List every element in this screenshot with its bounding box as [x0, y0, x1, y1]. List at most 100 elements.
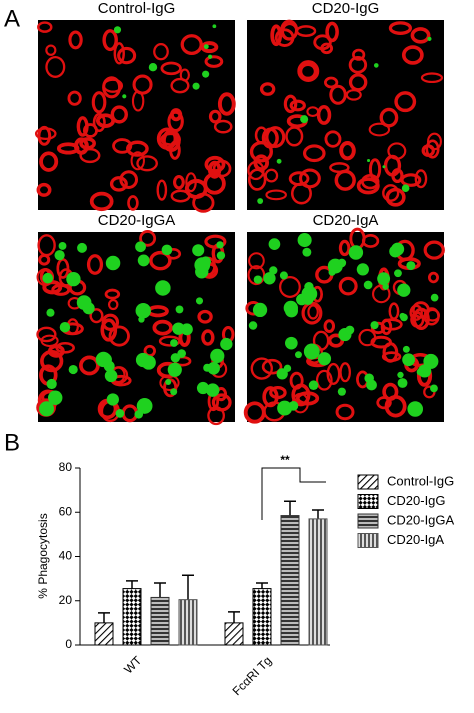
cell — [276, 368, 288, 380]
cell — [148, 63, 158, 72]
cell — [414, 169, 428, 189]
cell — [268, 238, 281, 250]
cell — [308, 380, 319, 390]
significance-label: ** — [280, 453, 290, 467]
cell — [208, 109, 222, 124]
cell — [46, 308, 55, 317]
cell — [298, 62, 318, 81]
cell — [391, 168, 404, 184]
cell — [37, 21, 53, 33]
cell — [345, 325, 355, 335]
cell — [427, 132, 442, 151]
legend-swatch — [357, 513, 379, 529]
cell — [368, 122, 391, 137]
cell — [203, 44, 209, 50]
cell — [379, 107, 399, 128]
cell — [300, 115, 309, 124]
cell — [59, 321, 71, 333]
cell — [205, 364, 212, 371]
cell — [423, 307, 440, 326]
cell — [329, 84, 347, 105]
error-bar — [256, 582, 268, 589]
cell — [160, 61, 182, 76]
bar — [122, 588, 142, 646]
cell — [136, 155, 158, 172]
cell — [401, 45, 424, 65]
x-tick-label: FcαRI Tg — [230, 653, 275, 698]
image-title: Control-IgG — [98, 0, 176, 17]
cell — [423, 240, 445, 260]
cell — [381, 318, 403, 331]
cell — [317, 352, 332, 366]
cell — [279, 275, 301, 298]
cell — [356, 263, 369, 276]
cell — [109, 176, 128, 192]
cell — [295, 351, 302, 359]
cell — [252, 302, 268, 318]
cell — [141, 355, 156, 370]
cell — [315, 369, 333, 391]
cell — [131, 90, 145, 112]
cell — [135, 303, 151, 319]
cell — [338, 276, 358, 296]
cell — [364, 373, 374, 383]
cell — [212, 159, 232, 178]
legend-label: CD20-IgGA — [387, 512, 455, 527]
cell — [122, 94, 127, 99]
cell — [104, 369, 118, 383]
cell — [204, 234, 227, 249]
cell — [92, 112, 106, 133]
cell — [253, 275, 263, 284]
cell — [368, 158, 382, 181]
error-bar — [126, 580, 138, 589]
error-bar — [312, 509, 324, 519]
cell — [211, 393, 232, 412]
cell — [301, 286, 318, 302]
cell — [337, 387, 346, 396]
cell — [37, 125, 52, 146]
cell — [212, 24, 217, 29]
cell — [247, 168, 267, 191]
cell — [115, 409, 125, 418]
cell — [298, 168, 321, 189]
cell — [382, 165, 386, 169]
cell — [220, 337, 233, 351]
cell — [113, 42, 125, 65]
cell — [149, 250, 172, 271]
cell — [213, 119, 233, 134]
cell — [348, 245, 364, 260]
y-tick-label: 20 — [59, 593, 73, 607]
cell — [36, 326, 57, 343]
cell — [170, 189, 191, 203]
legend-label: Control-IgG — [387, 473, 454, 488]
cell — [58, 242, 67, 250]
cell — [401, 184, 410, 193]
cell — [170, 339, 178, 347]
significance-bracket — [261, 467, 326, 520]
cell — [68, 30, 83, 50]
legend-swatch — [357, 474, 379, 490]
panel-label: A — [4, 5, 20, 32]
cell — [248, 321, 258, 330]
cell — [307, 304, 319, 320]
cell — [79, 355, 100, 376]
error-bar — [98, 612, 110, 623]
cell — [265, 189, 287, 201]
cell — [316, 104, 332, 125]
cell — [216, 241, 224, 249]
image-title: CD20-IgG — [312, 0, 380, 17]
cell — [391, 242, 405, 256]
cell — [77, 242, 87, 253]
cell — [155, 280, 171, 296]
image-title: CD20-IgGA — [98, 212, 176, 229]
cell — [356, 177, 380, 195]
cell — [108, 325, 130, 347]
cell — [295, 25, 317, 37]
cell — [113, 26, 122, 34]
cell — [104, 288, 121, 300]
cell — [363, 280, 373, 290]
bar — [150, 596, 170, 646]
bar — [94, 622, 114, 646]
cell — [216, 251, 226, 260]
cell — [67, 90, 82, 106]
